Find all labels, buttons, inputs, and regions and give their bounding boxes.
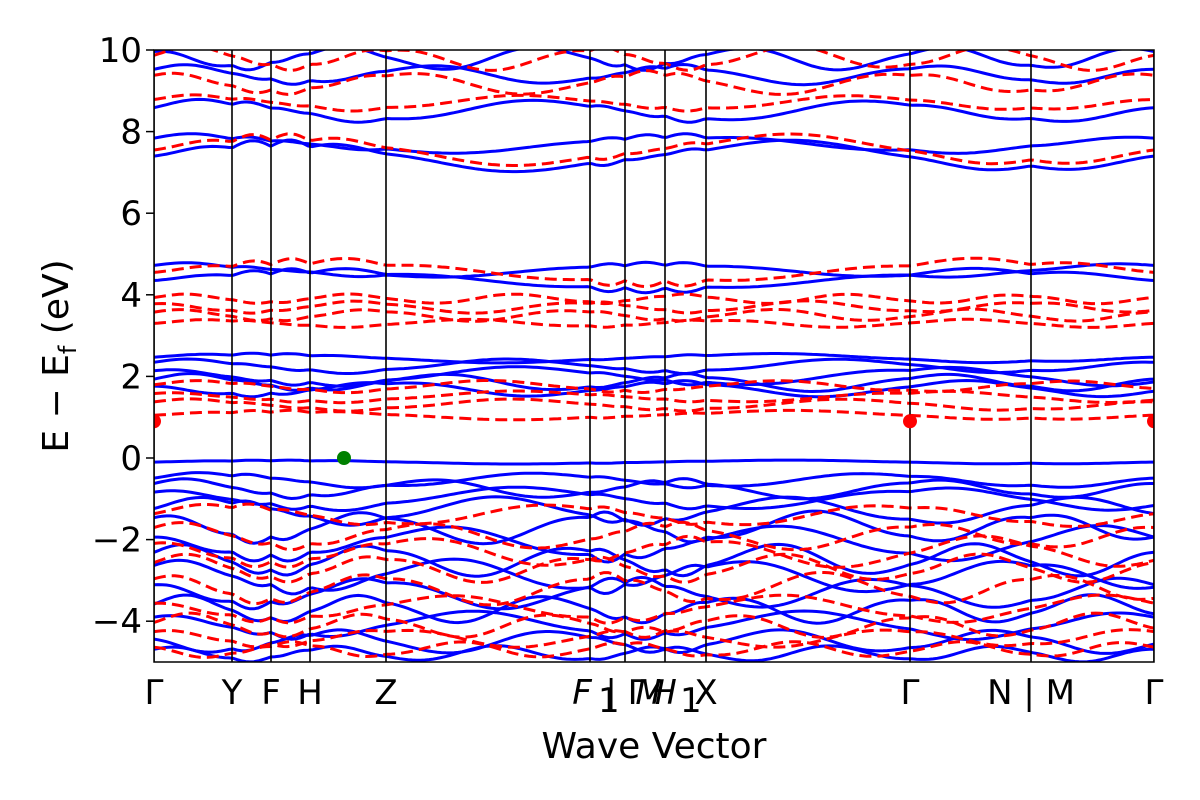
x-tick-label: Γ (901, 673, 920, 713)
vbm-marker-0 (337, 451, 351, 465)
y-axis-ticks: −4 −2 0 2 4 6 8 10 (92, 31, 154, 642)
y-tick-label: 2 (120, 357, 142, 397)
spin-up-band-8 (154, 132, 1154, 155)
cbm-marker-1 (154, 414, 161, 429)
y-axis-label-subscript: f (54, 345, 82, 354)
x-tick-label: Y (221, 673, 243, 713)
spin-up-band-14 (154, 477, 1154, 501)
x-tick-label: H (297, 673, 323, 713)
plot-frame (153, 49, 1155, 663)
spin-up-band-6 (154, 260, 1154, 279)
spin-up-band-24 (154, 628, 1154, 655)
x-tick-label: F (261, 673, 281, 713)
spin-down-band-16 (154, 552, 1154, 584)
spin-down-band-12 (154, 50, 1154, 72)
y-tick-label: −2 (92, 521, 142, 561)
spin-down-band-1 (154, 397, 1154, 413)
x-tick-label: Z (374, 673, 397, 713)
spin-up-band-15 (154, 485, 1154, 512)
spin-down-band-8 (154, 256, 1154, 289)
spin-up-band-19 (154, 542, 1154, 578)
spin-down-band-6 (154, 299, 1154, 315)
x-tick-label: H (651, 673, 677, 713)
y-axis-label-main: E − E (36, 354, 77, 453)
cbm-marker-3 (1147, 414, 1154, 429)
spin-down-band-9 (154, 132, 1154, 167)
spin-down-band-19 (154, 611, 1154, 639)
spin-down-band-2 (154, 389, 1154, 405)
spin-down-band-18 (154, 593, 1154, 625)
spin-down-band-13 (154, 502, 1154, 528)
y-tick-label: 0 (120, 439, 142, 479)
y-axis-label: E − Ef (eV) (36, 259, 82, 452)
spin-up-band-5 (154, 266, 1154, 295)
spin-down-bands (154, 50, 1154, 659)
spin-up-band-13 (154, 471, 1154, 490)
spin-up-band-2 (154, 365, 1154, 388)
spin-down-band-11 (154, 69, 1154, 96)
spin-down-band-4 (154, 317, 1154, 329)
x-tick-label: Γ (1145, 673, 1164, 713)
spin-down-band-10 (154, 93, 1154, 113)
spin-up-band-9 (154, 97, 1154, 124)
x-tick-label: | Γ (605, 673, 646, 713)
spin-down-band-7 (154, 292, 1154, 306)
kpoint-lines (154, 50, 1154, 662)
x-axis-label: Wave Vector (542, 726, 767, 767)
x-tick-label: Γ (145, 673, 164, 713)
cbm-marker-2 (903, 414, 917, 429)
spin-down-band-14 (154, 520, 1154, 552)
x-tick-label: 1 (598, 681, 620, 721)
x-tick-label: 1 (680, 681, 702, 721)
spin-up-band-0 (154, 351, 1154, 365)
spin-down-band-21 (154, 640, 1154, 659)
spin-up-band-21 (154, 575, 1154, 611)
plot-area (154, 50, 1154, 662)
spin-down-band-5 (154, 307, 1154, 323)
y-tick-label: 6 (120, 194, 142, 234)
spin-up-band-12 (154, 458, 1154, 466)
spin-up-band-22 (154, 593, 1154, 625)
spin-down-band-0 (154, 408, 1154, 422)
spin-down-band-17 (154, 570, 1154, 607)
spin-up-band-17 (154, 509, 1154, 546)
spin-up-band-1 (154, 357, 1154, 376)
y-tick-label: 10 (99, 31, 142, 71)
y-axis-label-unit: (eV) (36, 259, 77, 345)
spin-down-band-3 (154, 379, 1154, 395)
band-edge-markers (154, 414, 1154, 465)
spin-up-band-4 (154, 378, 1154, 399)
x-tick-label: X (694, 673, 717, 713)
y-tick-label: 8 (120, 113, 142, 153)
y-tick-label: −4 (92, 602, 142, 642)
spin-up-band-23 (154, 609, 1154, 642)
x-tick-label: F (572, 673, 592, 713)
x-tick-label: M (635, 673, 664, 713)
x-tick-label: N | M (987, 673, 1075, 713)
y-tick-label: 4 (120, 276, 142, 316)
